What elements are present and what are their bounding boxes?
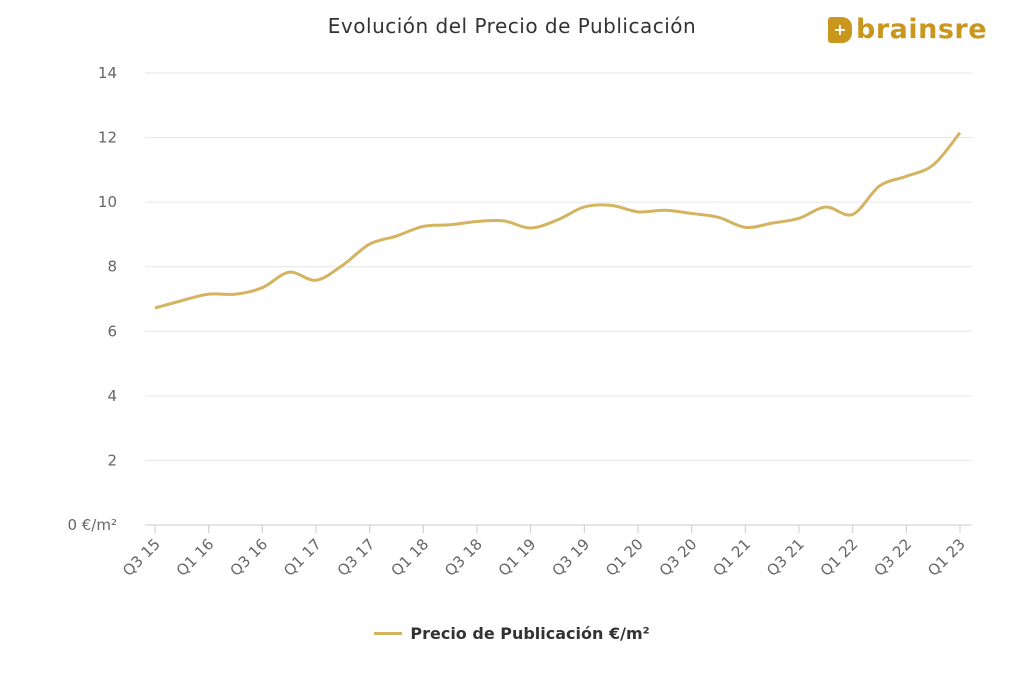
y-tick-label: 6 <box>107 322 117 340</box>
x-tick-label: Q3 22 <box>870 535 915 580</box>
x-tick-label: Q3 21 <box>763 535 808 580</box>
x-tick-label: Q1 23 <box>924 535 969 580</box>
legend-label: Precio de Publicación €/m² <box>410 624 650 643</box>
y-tick-label: 0 €/m² <box>67 516 117 534</box>
y-tick-label: 2 <box>107 451 117 469</box>
x-tick-label: Q3 15 <box>119 535 164 580</box>
y-tick-label: 14 <box>98 64 117 82</box>
x-tick-label: Q3 17 <box>334 535 379 580</box>
x-tick-label: Q3 19 <box>548 535 593 580</box>
x-tick-label: Q1 17 <box>280 535 325 580</box>
x-tick-label: Q1 22 <box>817 535 862 580</box>
y-tick-label: 8 <box>107 258 117 276</box>
legend-swatch <box>374 632 403 635</box>
x-tick-label: Q3 20 <box>656 535 701 580</box>
logo-text: brainsre <box>856 14 988 45</box>
chart-title: Evolución del Precio de Publicación <box>327 14 697 38</box>
x-tick-label: Q1 16 <box>173 535 218 580</box>
series-line <box>154 131 962 310</box>
y-tick-label: 10 <box>98 193 117 211</box>
x-tick-label: Q1 20 <box>602 535 647 580</box>
y-tick-label: 12 <box>98 129 117 147</box>
logo-mark-icon: + <box>828 16 852 43</box>
x-tick-label: Q1 18 <box>387 535 432 580</box>
x-tick-label: Q1 19 <box>495 535 540 580</box>
x-tick-label: Q3 18 <box>441 535 486 580</box>
x-tick-label: Q1 21 <box>709 535 754 580</box>
legend[interactable]: Precio de Publicación €/m² <box>0 624 1024 643</box>
x-tick-label: Q3 16 <box>226 535 271 580</box>
y-tick-label: 4 <box>107 387 117 405</box>
brainsre-logo: + brainsre <box>828 14 987 45</box>
